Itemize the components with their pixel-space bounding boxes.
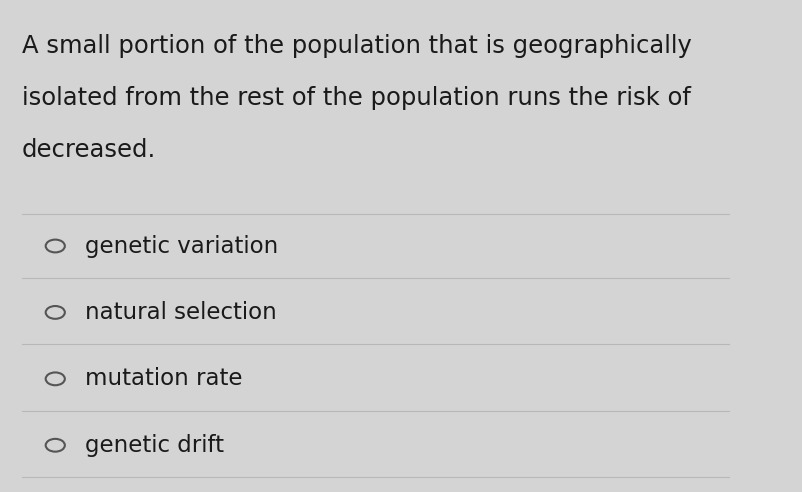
Text: genetic drift: genetic drift — [85, 434, 224, 457]
Text: decreased.: decreased. — [22, 138, 156, 162]
Text: mutation rate: mutation rate — [85, 368, 242, 390]
Text: natural selection: natural selection — [85, 301, 276, 324]
Text: isolated from the rest of the population runs the risk of: isolated from the rest of the population… — [22, 86, 690, 110]
Text: genetic variation: genetic variation — [85, 235, 277, 257]
Text: A small portion of the population that is geographically: A small portion of the population that i… — [22, 34, 691, 59]
